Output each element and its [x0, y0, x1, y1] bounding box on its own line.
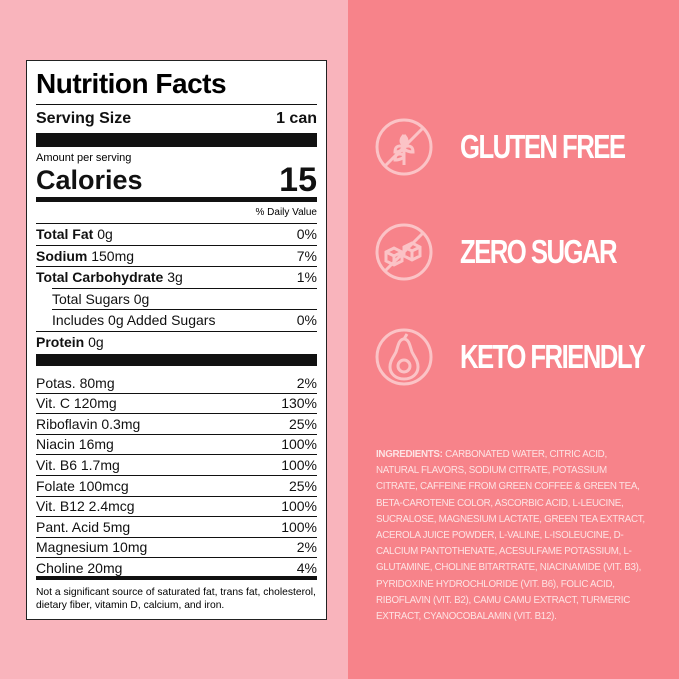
divider — [36, 266, 317, 268]
serving-size-value: 1 can — [276, 110, 317, 127]
divider — [36, 413, 317, 415]
calories-value: 15 — [279, 161, 317, 199]
nutrient-amount: 150mg — [91, 247, 135, 264]
vitamin-name: Vit. B6 1.7mg — [36, 456, 120, 473]
nutrient-label: Includes 0g Added Sugars — [52, 312, 216, 329]
avocado-icon — [375, 328, 433, 386]
footnote: Not a significant source of saturated fa… — [36, 587, 316, 611]
vitamin-name: Riboflavin 0.3mg — [36, 415, 141, 432]
vitamin-name: Pant. Acid 5mg — [36, 518, 131, 535]
nutrient-row: Includes 0g Added Sugars 0% — [36, 310, 317, 330]
divider — [52, 287, 317, 289]
nutrient-row: Sodium 150mg 7% — [36, 246, 317, 266]
divider — [36, 454, 317, 456]
nutrient-dv: 1% — [296, 269, 317, 286]
vitamin-dv: 100% — [281, 518, 317, 535]
nutrition-title: Nutrition Facts — [36, 68, 227, 99]
vitamin-row: Riboflavin 0.3mg 25% — [36, 414, 317, 434]
vitamin-name: Folate 100mcg — [36, 477, 129, 494]
nutrient-name: Sodium 150mg — [36, 246, 134, 266]
nutrient-label: Sodium — [36, 247, 88, 264]
claim-zero-sugar: ZERO SUGAR — [374, 222, 660, 282]
vitamin-name: Niacin 16mg — [36, 436, 114, 453]
vitamin-dv: 100% — [281, 456, 317, 473]
vitamin-name: Magnesium 10mg — [36, 539, 148, 556]
vitamin-dv: 100% — [281, 498, 317, 515]
vitamin-row: Magnesium 10mg 2% — [36, 537, 317, 557]
claim-label: KETO FRIENDLY — [460, 338, 646, 375]
nutrient-dv: 0% — [296, 312, 317, 329]
amount-per-serving: Amount per serving — [36, 152, 132, 164]
divider — [52, 309, 317, 311]
vitamin-dv: 2% — [296, 374, 317, 391]
vitamin-dv: 4% — [296, 559, 317, 576]
vitamin-dv: 25% — [288, 415, 317, 432]
vitamin-name: Choline 20mg — [36, 559, 123, 576]
nutrient-label: Protein — [36, 334, 85, 350]
divider — [36, 433, 317, 435]
vitamin-name: Vit. B12 2.4mcg — [36, 498, 135, 515]
vitamin-row: Potas. 80mg 2% — [36, 373, 317, 393]
nutrient-name: Total Fat 0g — [36, 224, 113, 244]
vitamin-row: Vit. C 120mg 130% — [36, 393, 317, 413]
nutrient-label: Total Sugars — [52, 290, 130, 307]
serving-size-label: Serving Size — [36, 110, 132, 127]
claim-label: ZERO SUGAR — [460, 233, 618, 270]
nutrient-dv: 7% — [296, 247, 317, 264]
divider — [36, 495, 317, 497]
nutrient-name: Total Carbohydrate 3g — [36, 267, 183, 287]
divider — [36, 331, 317, 332]
vitamin-row: Niacin 16mg 100% — [36, 434, 317, 454]
divider — [36, 475, 317, 476]
vitamin-dv: 130% — [281, 395, 317, 412]
vitamin-row: Folate 100mcg 25% — [36, 476, 317, 496]
divider — [36, 516, 317, 518]
calories-label: Calories — [36, 165, 143, 195]
nutrient-label: Total Carbohydrate — [36, 269, 164, 286]
claim-gluten-free: GLUTEN FREE — [374, 117, 671, 177]
nutrient-name: Protein 0g — [36, 332, 104, 352]
ingredients-list: CARBONATED WATER, CITRIC ACID, NATURAL F… — [376, 448, 645, 623]
vitamin-row: Pant. Acid 5mg 100% — [36, 517, 317, 537]
divider — [36, 557, 317, 559]
no-wheat-icon — [375, 118, 433, 176]
nutrient-row: Total Fat 0g 0% — [36, 224, 317, 244]
vitamin-dv: 25% — [288, 477, 317, 494]
vitamin-dv: 100% — [281, 436, 317, 453]
nutrition-facts-panel: Nutrition Facts Serving Size 1 can Amoun… — [26, 60, 327, 620]
nutrient-row: Total Sugars 0g — [36, 289, 317, 309]
claim-label: GLUTEN FREE — [460, 128, 626, 165]
ingredients-text: INGREDIENTS: CARBONATED WATER, CITRIC AC… — [376, 446, 650, 624]
serving-size-row: Serving Size 1 can — [36, 109, 317, 129]
vitamin-name: Potas. 80mg — [36, 374, 115, 391]
nutrient-amount: 3g — [167, 269, 183, 286]
vitamin-row: Choline 20mg 4% — [36, 558, 317, 578]
vitamin-dv: 2% — [296, 539, 317, 556]
nutrient-row: Protein 0g — [36, 332, 317, 352]
nutrient-label: Total Fat — [36, 226, 94, 242]
divider — [36, 392, 317, 394]
nutrient-row: Total Carbohydrate 3g 1% — [36, 267, 317, 287]
calories-row: Calories 15 — [36, 161, 317, 199]
no-sugar-cubes-icon — [375, 223, 433, 281]
nutrient-amount: 0g — [88, 334, 104, 350]
ingredients-label: INGREDIENTS: — [376, 448, 443, 460]
vitamin-row: Vit. B12 2.4mcg 100% — [36, 496, 317, 516]
vitamin-row: Vit. B6 1.7mg 100% — [36, 455, 317, 475]
vitamin-name: Vit. C 120mg — [36, 395, 117, 412]
daily-value-header: % Daily Value — [255, 207, 317, 218]
claim-keto-friendly: KETO FRIENDLY — [374, 327, 679, 387]
nutrient-name: Includes 0g Added Sugars — [36, 310, 215, 330]
nutrient-amount: 0g — [97, 226, 113, 242]
nutrient-amount: 0g — [133, 290, 150, 307]
divider — [36, 244, 317, 246]
nutrient-name: Total Sugars 0g — [36, 289, 149, 309]
divider — [36, 223, 317, 224]
nutrient-dv: 0% — [296, 226, 317, 242]
divider — [36, 536, 317, 538]
